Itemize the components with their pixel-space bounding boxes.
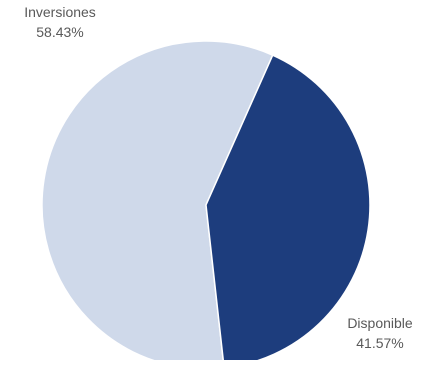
slice-value-disponible: 41.57% xyxy=(356,335,403,351)
pie-slice-disponible xyxy=(205,54,371,365)
slice-label-inversiones: Inversiones xyxy=(24,4,96,20)
slice-value-inversiones: 58.43% xyxy=(36,24,83,40)
pie-slice-inversiones xyxy=(41,40,274,365)
slice-label-disponible: Disponible xyxy=(347,315,413,331)
